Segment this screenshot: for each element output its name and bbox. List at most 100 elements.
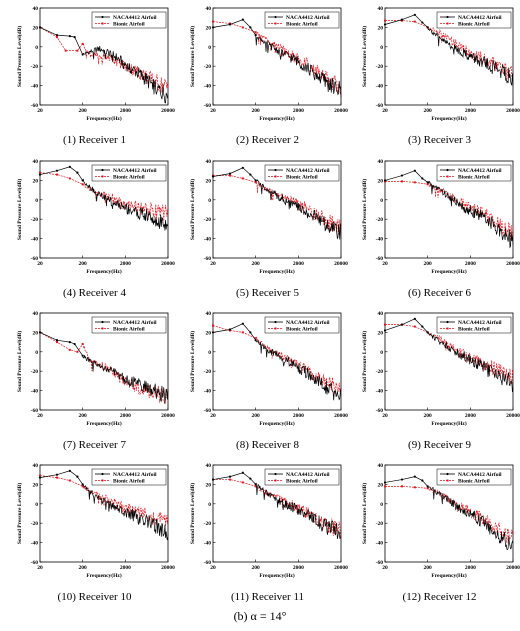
y-tick-label: 40 <box>206 463 212 469</box>
naca-data-point <box>400 323 404 326</box>
panel-caption: (3) Receiver 3 <box>408 134 471 146</box>
legend-bionic-label: Bionic Airfoil <box>286 327 318 333</box>
legend-box <box>264 316 340 334</box>
bionic-data-point <box>254 337 257 340</box>
naca-data-point <box>81 53 84 56</box>
x-tick-label: 2000 <box>293 565 304 571</box>
naca-data-point <box>249 331 252 334</box>
x-tick-label: 20000 <box>161 565 175 571</box>
bionic-data-point <box>228 478 231 481</box>
x-tick-label: 2000 <box>120 261 131 267</box>
y-tick-label: -60 <box>31 408 39 414</box>
x-tick-label: 20 <box>37 565 43 571</box>
legend-bionic-label: Bionic Airfoil <box>458 22 490 28</box>
bionic-data-point <box>39 474 41 477</box>
y-tick-label: 0 <box>380 198 383 204</box>
bionic-data-point <box>413 181 416 184</box>
y-tick-label: -20 <box>31 64 39 70</box>
y-tick-label: 20 <box>378 482 384 488</box>
chart-panel-6: 40 20 0 -20 -40 -60 20 200 2000 20000 Frequency(Hz… <box>353 153 520 307</box>
bionic-data-point <box>64 49 67 52</box>
y-tick-label: -20 <box>376 521 384 527</box>
bionic-data-point <box>384 19 386 22</box>
x-tick-label: 20000 <box>161 261 175 267</box>
y-tick-label: 20 <box>378 330 384 336</box>
bionic-series-line <box>385 485 514 544</box>
x-tick-label: 200 <box>424 413 433 419</box>
y-tick-label: -40 <box>204 389 212 395</box>
y-tick-label: -40 <box>376 389 384 395</box>
legend-naca-marker <box>101 168 104 172</box>
legend-naca-label: NACA4412 Airfoil <box>458 15 502 21</box>
naca-data-point <box>81 354 84 357</box>
legend-bionic-label: Bionic Airfoil <box>458 175 490 181</box>
naca-data-point <box>426 485 429 488</box>
chart-panel-2: 40 20 0 -20 -40 -60 20 200 2000 20000 Frequency(Hz… <box>181 0 354 154</box>
legend-box <box>436 164 512 182</box>
panel-caption: (7) Receiver 7 <box>63 439 126 451</box>
legend-naca-marker <box>274 15 277 19</box>
y-tick-label: 0 <box>208 45 211 51</box>
bionic-data-point <box>76 350 79 353</box>
y-tick-label: -40 <box>31 84 39 90</box>
y-tick-label: -60 <box>204 103 212 109</box>
legend-bionic-marker <box>101 22 104 25</box>
naca-data-point <box>254 339 257 342</box>
x-tick-label: 200 <box>252 565 261 571</box>
panel-caption: (8) Receiver 8 <box>236 439 299 451</box>
naca-series-line <box>384 476 514 551</box>
bionic-data-point <box>241 177 244 180</box>
x-tick-label: 2000 <box>465 413 476 419</box>
y-tick-label: -40 <box>376 237 384 243</box>
naca-data-point <box>55 339 59 342</box>
y-tick-label: -20 <box>204 521 212 527</box>
panel-caption: (5) Receiver 5 <box>236 287 299 299</box>
legend-box <box>436 11 512 29</box>
x-tick-label: 20 <box>382 261 388 267</box>
panel-caption: (11) Receiver 11 <box>230 591 305 603</box>
y-axis-label: Sound Pressure Level(dB) <box>361 26 368 87</box>
y-tick-label: -20 <box>31 217 39 223</box>
naca-data-point <box>426 331 429 334</box>
naca-data-point <box>73 36 76 39</box>
y-tick-label: 0 <box>380 350 383 356</box>
naca-data-point <box>383 23 387 26</box>
legend-box <box>91 11 167 29</box>
legend-box <box>264 468 340 486</box>
legend-bionic-label: Bionic Airfoil <box>113 479 145 485</box>
bionic-series-line <box>212 21 342 95</box>
bionic-data-point <box>384 485 386 488</box>
y-tick-label: -60 <box>31 560 39 566</box>
panel-caption: (2) Receiver 2 <box>236 134 299 146</box>
x-tick-label: 20 <box>37 413 43 419</box>
naca-data-point <box>254 179 257 182</box>
bionic-data-point <box>254 485 257 488</box>
y-axis-label: Sound Pressure Level(dB) <box>189 179 196 240</box>
y-tick-label: -20 <box>376 64 384 70</box>
x-tick-label: 20000 <box>506 261 520 267</box>
y-tick-label: 40 <box>378 159 384 165</box>
y-axis-label: Sound Pressure Level(dB) <box>361 483 368 544</box>
x-tick-label: 20000 <box>506 108 520 114</box>
legend-naca-label: NACA4412 Airfoil <box>286 168 330 174</box>
bionic-data-point <box>55 36 58 39</box>
naca-data-point <box>211 175 215 178</box>
figure-caption: (b) α = 14° <box>233 609 287 623</box>
bionic-data-point <box>81 485 84 488</box>
legend-naca-marker <box>446 472 449 476</box>
y-axis-label: Sound Pressure Level(dB) <box>361 331 368 392</box>
naca-data-point <box>55 169 59 172</box>
x-axis-label: Frequency(Hz) <box>431 420 467 427</box>
x-tick-label: 200 <box>79 108 88 114</box>
bionic-series-line <box>385 20 514 82</box>
naca-data-point <box>68 469 71 472</box>
legend-bionic-marker <box>274 22 277 25</box>
x-tick-label: 20 <box>382 108 388 114</box>
x-tick-label: 20000 <box>506 565 520 571</box>
y-tick-label: 0 <box>35 198 38 204</box>
